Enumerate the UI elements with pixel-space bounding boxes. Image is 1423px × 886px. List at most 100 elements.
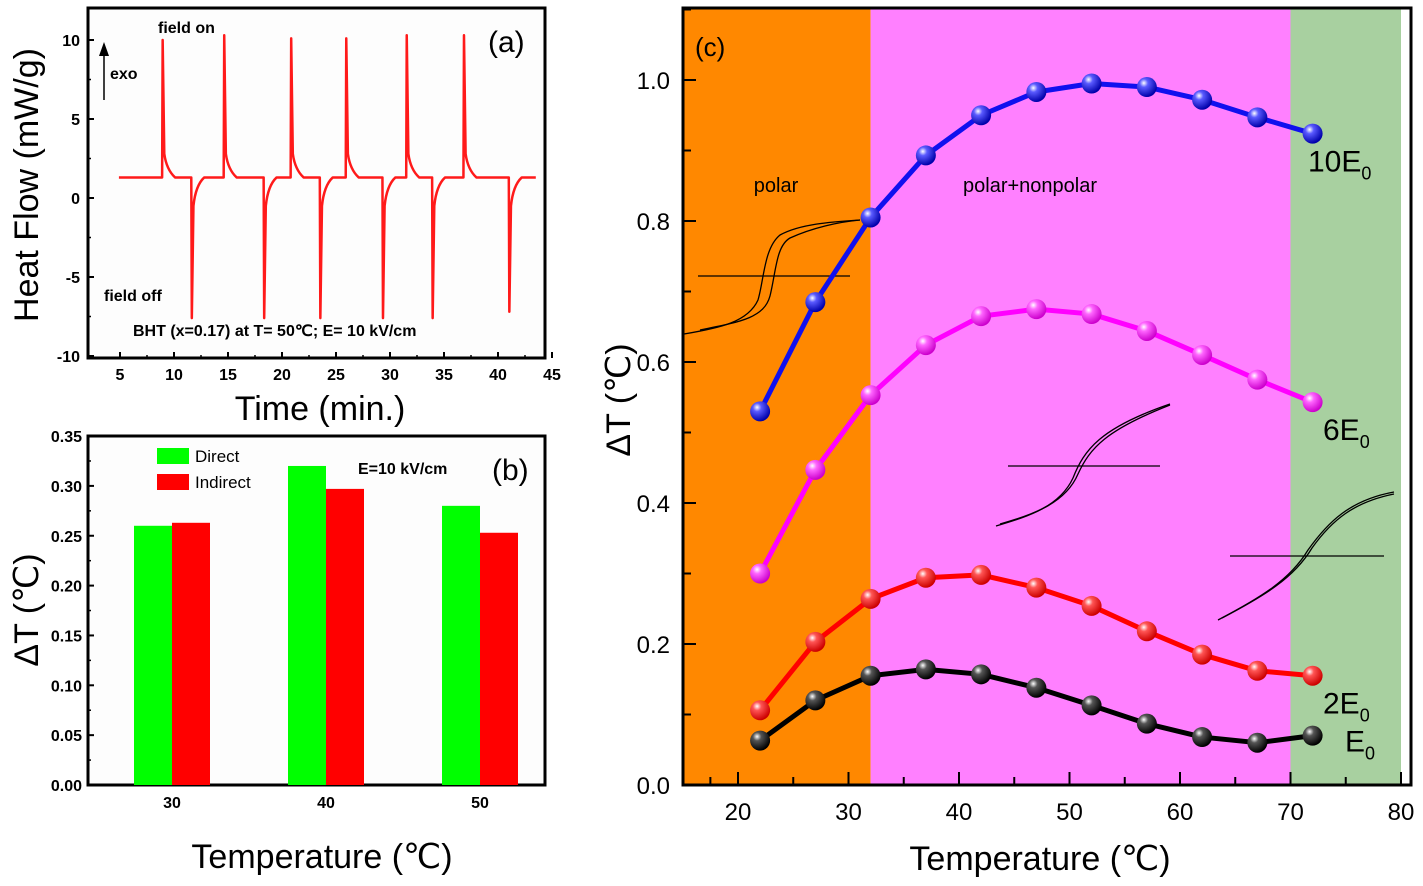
exo-arrow-icon	[99, 42, 109, 100]
legend-label-direct: Direct	[195, 447, 240, 466]
data-point-2E0	[1192, 644, 1213, 665]
bar-direct-50	[442, 505, 480, 785]
data-point-6E0	[860, 385, 881, 406]
legend-swatch-direct	[157, 448, 189, 464]
panel-a-exo-annotation: exo	[110, 66, 138, 83]
panel-b-y-tick-label: 0.25	[51, 529, 82, 546]
data-point-2E0	[915, 567, 936, 588]
data-point-2E0	[750, 700, 771, 721]
data-point-10E0	[1026, 81, 1047, 102]
panel-a-y-tick-label: 10	[62, 33, 80, 50]
data-point-E0	[1026, 677, 1047, 698]
panel-a-x-tick-label: 20	[273, 367, 291, 384]
panel-a-y-tick-label: -10	[57, 349, 80, 366]
data-point-6E0	[750, 563, 771, 584]
data-point-6E0	[971, 306, 992, 327]
data-point-E0	[860, 665, 881, 686]
panel-c-x-tick-label: 80	[1388, 799, 1415, 826]
panel-a-field-on-annotation: field on	[158, 20, 215, 37]
data-point-10E0	[1192, 89, 1213, 110]
hysteresis-loop-polar	[683, 219, 861, 335]
data-point-2E0	[971, 564, 992, 585]
panel-b-y-tick-label: 0.10	[51, 678, 82, 695]
bar-indirect-50	[480, 532, 518, 785]
panel-c-y-tick-label: 0.8	[637, 209, 670, 236]
data-point-E0	[750, 730, 771, 751]
data-point-6E0	[1192, 344, 1213, 365]
data-point-10E0	[915, 145, 936, 166]
bar-indirect-40	[326, 488, 364, 785]
data-point-6E0	[1302, 392, 1323, 413]
panel-b-y-tick-label: 0.35	[51, 429, 82, 446]
panel-c-x-tick-label: 50	[1056, 799, 1083, 826]
panel-c-y-tick-label: 1.0	[637, 68, 670, 95]
panel-b-label: (b)	[492, 454, 529, 487]
data-point-2E0	[1247, 660, 1268, 681]
panel-c-x-tick-label: 30	[835, 799, 862, 826]
panel-b-ticks: 0.00 0.05 0.10 0.15 0.20 0.25 0.30 0.35 30 40 50	[51, 429, 489, 812]
data-point-E0	[915, 659, 936, 680]
panel-c-label: (c)	[695, 32, 725, 62]
panel-c-x-tick-label: 20	[725, 799, 752, 826]
panel-b-x-tick-label: 30	[163, 795, 181, 812]
bar-indirect-30	[172, 522, 210, 785]
panel-a-y-axis-label: Heat Flow (mW/g)	[8, 48, 46, 322]
data-point-2E0	[860, 588, 881, 609]
data-point-2E0	[1026, 577, 1047, 598]
data-point-6E0	[1136, 320, 1157, 341]
panel-c-y-tick-label: 0.6	[637, 350, 670, 377]
data-point-E0	[1136, 713, 1157, 734]
data-point-E0	[1247, 732, 1268, 753]
data-point-10E0	[1136, 77, 1157, 98]
hysteresis-loop-mixed	[995, 403, 1171, 527]
panel-a-x-tick-label: 35	[435, 367, 453, 384]
data-point-6E0	[805, 459, 826, 480]
data-point-10E0	[971, 105, 992, 126]
panel-a-y-tick-label: 5	[71, 112, 80, 129]
panel-a-x-tick-label: 30	[381, 367, 399, 384]
panel-c-y-tick-label: 0.0	[637, 773, 670, 800]
panel-a-heatflow-line	[118, 34, 536, 320]
region-label-polar: polar	[754, 175, 799, 197]
data-point-10E0	[1247, 107, 1268, 128]
legend-swatch-indirect	[157, 474, 189, 490]
panel-b-field-annotation: E=10 kV/cm	[358, 461, 447, 478]
panel-b-y-tick-label: 0.00	[51, 778, 82, 795]
panel-a-x-tick-label: 25	[327, 367, 345, 384]
panel-a-ticks: 5 10 15 20 25 30 35 40 45 -10 -5 0 5 10	[57, 33, 561, 384]
panel-a-field-off-annotation: field off	[104, 288, 162, 305]
bar-direct-30	[134, 525, 172, 785]
data-point-10E0	[805, 292, 826, 313]
panel-a-plot-area	[86, 6, 547, 360]
panel-b-x-tick-label: 50	[471, 795, 489, 812]
data-point-6E0	[1026, 299, 1047, 320]
data-point-E0	[805, 690, 826, 711]
panel-b-y-tick-label: 0.20	[51, 579, 82, 596]
data-point-2E0	[1081, 595, 1102, 616]
data-point-10E0	[860, 207, 881, 228]
panel-c-y-tick-label: 0.4	[637, 491, 670, 518]
panel-a-label: (a)	[488, 26, 525, 59]
bar-direct-40	[288, 465, 326, 785]
region-label-polar-nonpolar: polar+nonpolar	[963, 175, 1097, 197]
panel-c-x-tick-label: 40	[946, 799, 973, 826]
panel-c-x-tick-label: 60	[1167, 799, 1194, 826]
panel-b-x-tick-label: 40	[317, 795, 335, 812]
data-point-E0	[1192, 727, 1213, 748]
data-point-E0	[971, 664, 992, 685]
panel-a-y-tick-label: -5	[66, 270, 80, 287]
panel-b-x-axis-label: Temperature (℃)	[191, 838, 452, 876]
panel-a-x-axis-label: Time (min.)	[235, 390, 406, 428]
panel-b-y-axis-label: ΔT (℃)	[8, 553, 46, 666]
series-label-6E0: 6E0	[1323, 414, 1370, 452]
panel-a-y-tick-label: 0	[71, 191, 80, 208]
panel-b-y-tick-label: 0.05	[51, 728, 82, 745]
panel-b-y-tick-label: 0.15	[51, 628, 82, 645]
panel-c-x-axis-label: Temperature (℃)	[909, 840, 1170, 878]
data-point-2E0	[1302, 665, 1323, 686]
data-point-2E0	[1136, 621, 1157, 642]
